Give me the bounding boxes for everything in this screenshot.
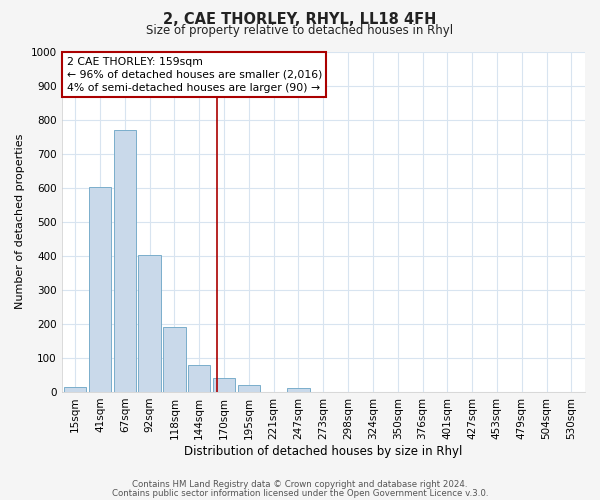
X-axis label: Distribution of detached houses by size in Rhyl: Distribution of detached houses by size … bbox=[184, 444, 463, 458]
Bar bbox=[163, 328, 185, 392]
Bar bbox=[213, 378, 235, 392]
Y-axis label: Number of detached properties: Number of detached properties bbox=[15, 134, 25, 310]
Bar bbox=[139, 255, 161, 392]
Text: Contains HM Land Registry data © Crown copyright and database right 2024.: Contains HM Land Registry data © Crown c… bbox=[132, 480, 468, 489]
Bar bbox=[188, 364, 211, 392]
Text: 2, CAE THORLEY, RHYL, LL18 4FH: 2, CAE THORLEY, RHYL, LL18 4FH bbox=[163, 12, 437, 28]
Bar bbox=[89, 188, 111, 392]
Text: 2 CAE THORLEY: 159sqm
← 96% of detached houses are smaller (2,016)
4% of semi-de: 2 CAE THORLEY: 159sqm ← 96% of detached … bbox=[67, 56, 322, 93]
Bar bbox=[113, 130, 136, 392]
Bar bbox=[287, 388, 310, 392]
Bar bbox=[64, 387, 86, 392]
Text: Contains public sector information licensed under the Open Government Licence v.: Contains public sector information licen… bbox=[112, 488, 488, 498]
Text: Size of property relative to detached houses in Rhyl: Size of property relative to detached ho… bbox=[146, 24, 454, 37]
Bar bbox=[238, 385, 260, 392]
